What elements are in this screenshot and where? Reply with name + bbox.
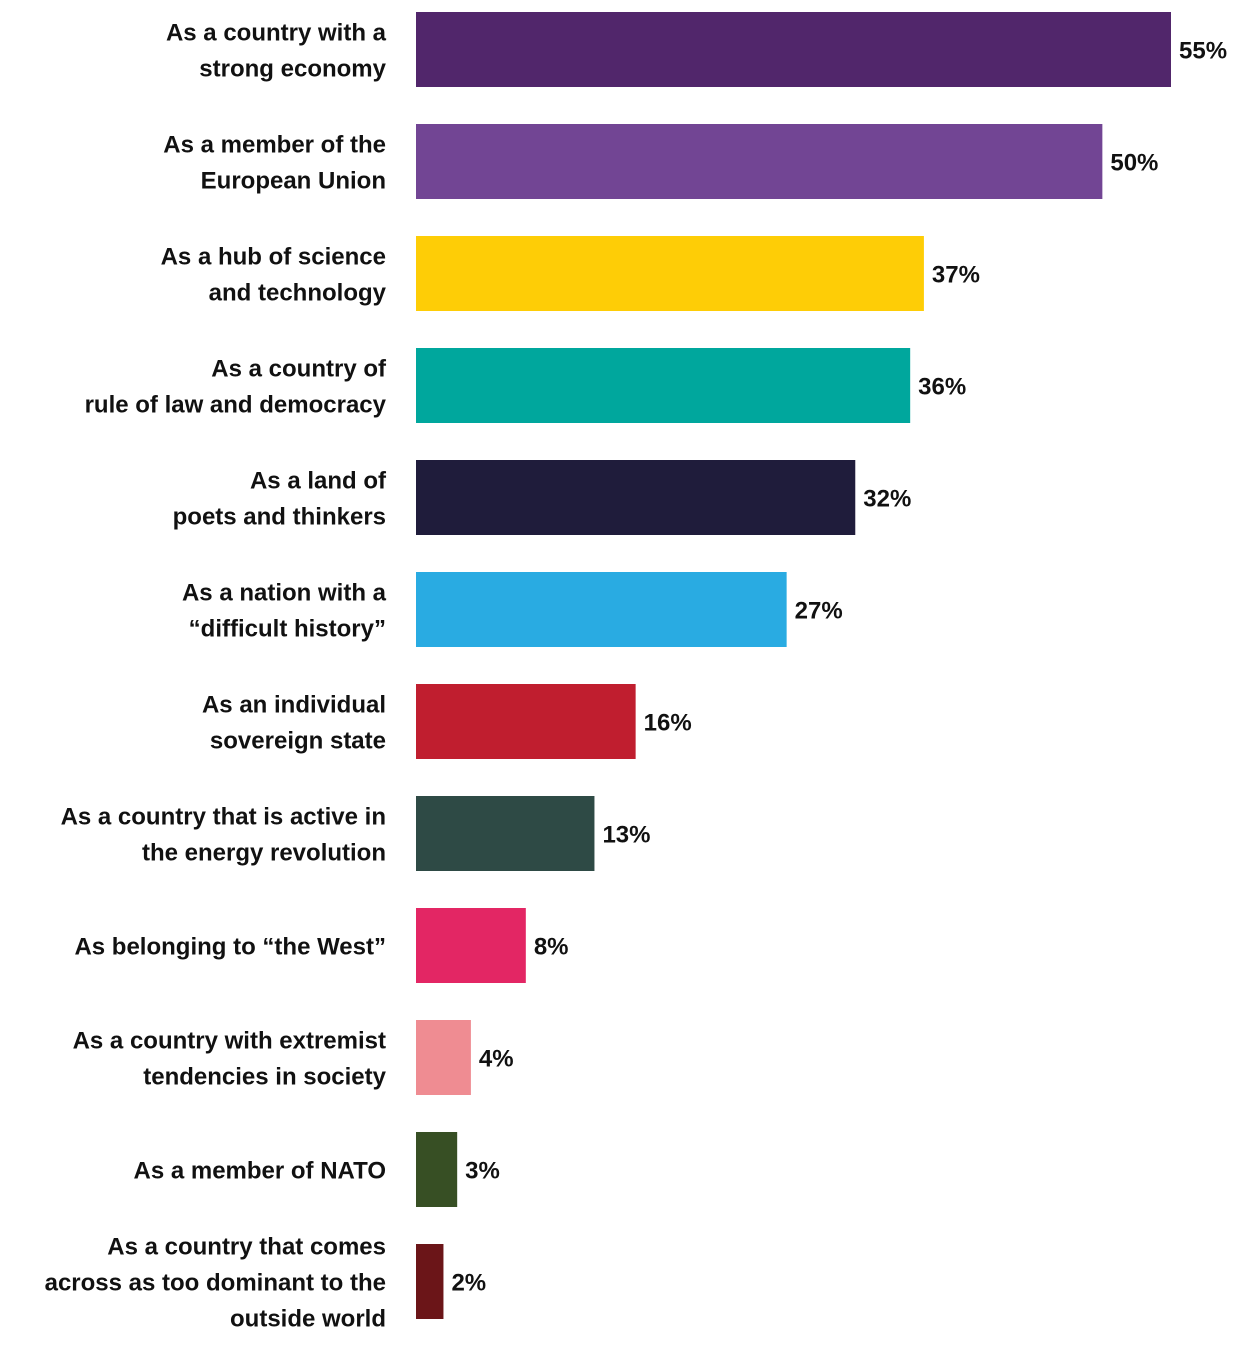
category-label-line: “difficult history” bbox=[189, 616, 386, 643]
category-label-6: As an individual sovereign state bbox=[202, 692, 386, 755]
value-label-6: 16% bbox=[644, 710, 692, 737]
category-label-5: As a nation with a “difficult history” bbox=[182, 580, 387, 643]
category-label-line: As a nation with a bbox=[182, 580, 387, 607]
category-label-line: sovereign state bbox=[210, 728, 386, 755]
value-label-1: 50% bbox=[1110, 150, 1158, 177]
bar-2 bbox=[416, 236, 924, 311]
value-label-8: 8% bbox=[534, 934, 569, 961]
category-label-4: As a land of poets and thinkers bbox=[173, 468, 387, 531]
category-label-9: As a country with extremist tendencies in… bbox=[73, 1028, 387, 1091]
category-label-2: As a hub of science and technology bbox=[161, 244, 387, 307]
category-label-1: As a member of the European Union bbox=[163, 132, 386, 195]
category-label-7: As a country that is active in the energy… bbox=[61, 804, 386, 867]
value-label-0: 55% bbox=[1179, 38, 1227, 65]
bar-4 bbox=[416, 460, 856, 535]
bar-0 bbox=[416, 12, 1171, 87]
category-label-line: and technology bbox=[209, 280, 387, 307]
bar-9 bbox=[416, 1020, 471, 1095]
category-label-line: As an individual bbox=[202, 692, 386, 719]
category-label-line: As a country of bbox=[211, 356, 387, 383]
bar-10 bbox=[416, 1132, 458, 1207]
bar-3 bbox=[416, 348, 911, 423]
category-label-line: As a member of the bbox=[163, 132, 386, 159]
category-label-line: rule of law and democracy bbox=[85, 392, 387, 419]
category-label-line: As a land of bbox=[250, 468, 387, 495]
bar-6 bbox=[416, 684, 636, 759]
value-label-3: 36% bbox=[918, 374, 966, 401]
bar-11 bbox=[416, 1244, 444, 1319]
category-label-line: poets and thinkers bbox=[173, 504, 386, 531]
category-label-line: the energy revolution bbox=[142, 840, 386, 867]
category-label-line: outside world bbox=[230, 1306, 386, 1333]
value-label-9: 4% bbox=[479, 1046, 514, 1073]
category-label-8: As belonging to “the West” bbox=[74, 934, 386, 961]
category-label-line: European Union bbox=[201, 168, 386, 195]
category-label-line: As a country that is active in bbox=[61, 804, 386, 831]
category-label-line: As a country with a bbox=[166, 20, 387, 47]
category-label-11: As a country that comes across as too dom… bbox=[45, 1234, 386, 1333]
value-label-4: 32% bbox=[863, 486, 911, 513]
bar-7 bbox=[416, 796, 595, 871]
value-label-10: 3% bbox=[465, 1158, 500, 1185]
bar-1 bbox=[416, 124, 1103, 199]
category-label-line: across as too dominant to the bbox=[45, 1270, 386, 1297]
bar-5 bbox=[416, 572, 787, 647]
value-label-11: 2% bbox=[451, 1270, 486, 1297]
category-label-3: As a country of rule of law and democracy bbox=[85, 356, 387, 419]
category-label-line: strong economy bbox=[199, 56, 386, 83]
category-label-line: As a member of NATO bbox=[133, 1158, 386, 1185]
bar-8 bbox=[416, 908, 526, 983]
category-label-0: As a country with a strong economy bbox=[166, 20, 387, 83]
category-label-line: As a hub of science bbox=[161, 244, 386, 271]
category-label-10: As a member of NATO bbox=[133, 1158, 386, 1185]
category-label-line: As a country with extremist bbox=[73, 1028, 386, 1055]
value-label-7: 13% bbox=[602, 822, 650, 849]
category-label-line: As a country that comes bbox=[107, 1234, 386, 1261]
category-label-line: tendencies in society bbox=[143, 1064, 386, 1091]
value-label-5: 27% bbox=[795, 598, 843, 625]
value-label-2: 37% bbox=[932, 262, 980, 289]
category-label-line: As belonging to “the West” bbox=[74, 934, 386, 961]
